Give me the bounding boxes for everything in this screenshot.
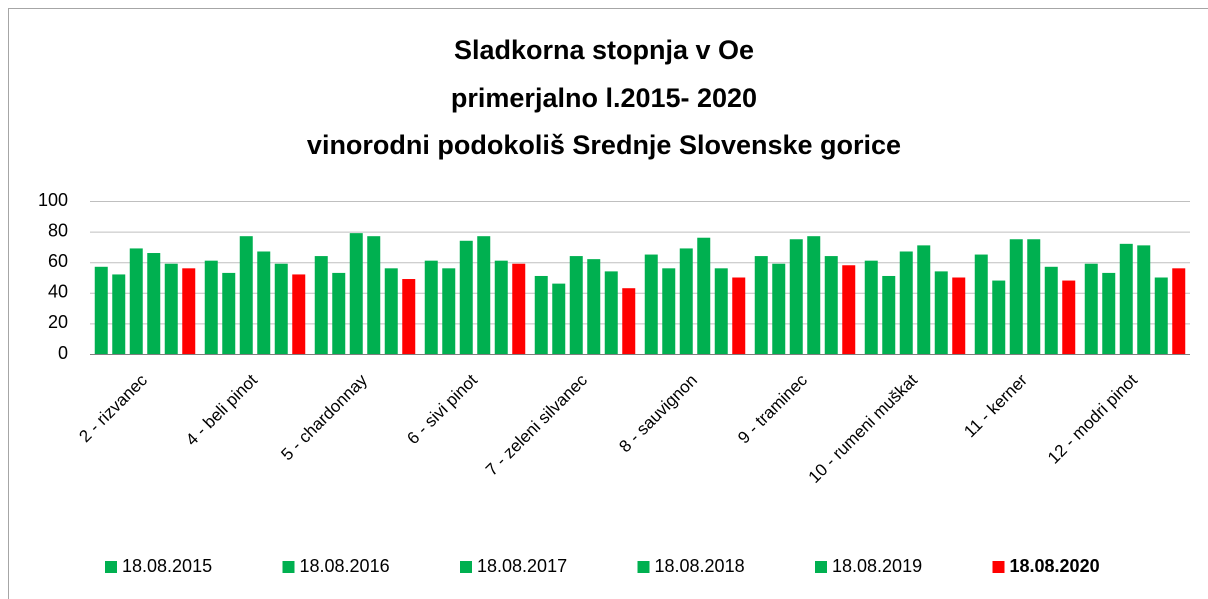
bar xyxy=(1084,263,1098,354)
bar xyxy=(714,268,728,354)
bar xyxy=(622,288,636,354)
y-tick-label: 0 xyxy=(58,343,68,363)
bar xyxy=(679,248,693,354)
bar xyxy=(477,236,491,354)
legend-swatch xyxy=(992,561,1005,573)
bar xyxy=(1027,239,1041,354)
bar xyxy=(1102,272,1116,354)
bar xyxy=(934,271,948,354)
legend-label: 18.08.2018 xyxy=(655,556,745,576)
bar xyxy=(772,263,786,354)
bar xyxy=(569,256,583,354)
bar xyxy=(349,233,363,354)
bar xyxy=(789,239,803,354)
bar xyxy=(1009,239,1023,354)
legend-swatch xyxy=(282,561,295,573)
bar xyxy=(494,260,508,354)
bar xyxy=(807,236,821,354)
bar xyxy=(424,260,438,354)
bar xyxy=(1119,243,1133,354)
y-tick-label: 80 xyxy=(48,220,68,240)
bar xyxy=(552,283,566,354)
bar xyxy=(402,279,416,354)
y-tick-label: 40 xyxy=(48,282,68,302)
legend-label: 18.08.2017 xyxy=(477,556,567,576)
legend-swatch xyxy=(815,561,827,573)
bar xyxy=(204,260,218,354)
bar xyxy=(1137,245,1151,354)
bar xyxy=(824,256,838,354)
bar xyxy=(459,240,473,354)
bar xyxy=(1154,277,1168,354)
bar xyxy=(899,251,913,354)
bar xyxy=(974,254,988,354)
bar xyxy=(917,245,931,354)
bar xyxy=(332,272,346,354)
bar xyxy=(992,280,1006,354)
bar xyxy=(842,265,856,354)
chart-title: Sladkorna stopnja v Oe xyxy=(454,35,754,65)
bar xyxy=(257,251,271,354)
bar xyxy=(952,277,966,354)
legend-swatch xyxy=(105,561,117,573)
bar xyxy=(384,268,398,354)
legend-swatch xyxy=(637,561,650,573)
legend-label: 18.08.2019 xyxy=(832,556,922,576)
legend-label: 18.08.2016 xyxy=(300,556,390,576)
bar xyxy=(367,236,381,354)
bar xyxy=(644,254,658,354)
bar xyxy=(864,260,878,354)
y-tick-label: 20 xyxy=(48,312,68,332)
chart-title: vinorodni podokoliš Srednje Slovenske go… xyxy=(307,130,901,160)
bar xyxy=(239,236,253,354)
legend-label: 18.08.2015 xyxy=(122,556,212,576)
bar xyxy=(292,274,306,354)
y-tick-label: 100 xyxy=(38,190,68,210)
bar xyxy=(112,274,126,354)
bar xyxy=(1044,266,1058,354)
bar xyxy=(274,263,288,354)
bar xyxy=(754,256,768,354)
bar xyxy=(314,256,328,354)
bar xyxy=(604,271,618,354)
legend-swatch xyxy=(460,561,472,573)
bar xyxy=(129,248,143,354)
bar xyxy=(164,263,178,354)
legend-label: 18.08.2020 xyxy=(1010,556,1100,576)
bar xyxy=(697,237,711,354)
bar xyxy=(512,263,526,354)
bar xyxy=(147,253,161,354)
bar xyxy=(182,268,196,354)
bar xyxy=(1172,268,1186,354)
bar xyxy=(587,259,601,354)
bar xyxy=(534,275,548,354)
chart-title: primerjalno l.2015- 2020 xyxy=(451,83,757,113)
bar xyxy=(662,268,676,354)
bar xyxy=(94,266,108,354)
bar xyxy=(1062,280,1076,354)
bar xyxy=(732,277,746,354)
bar xyxy=(442,268,456,354)
bar xyxy=(222,272,236,354)
y-tick-label: 60 xyxy=(48,251,68,271)
bar xyxy=(882,275,896,354)
